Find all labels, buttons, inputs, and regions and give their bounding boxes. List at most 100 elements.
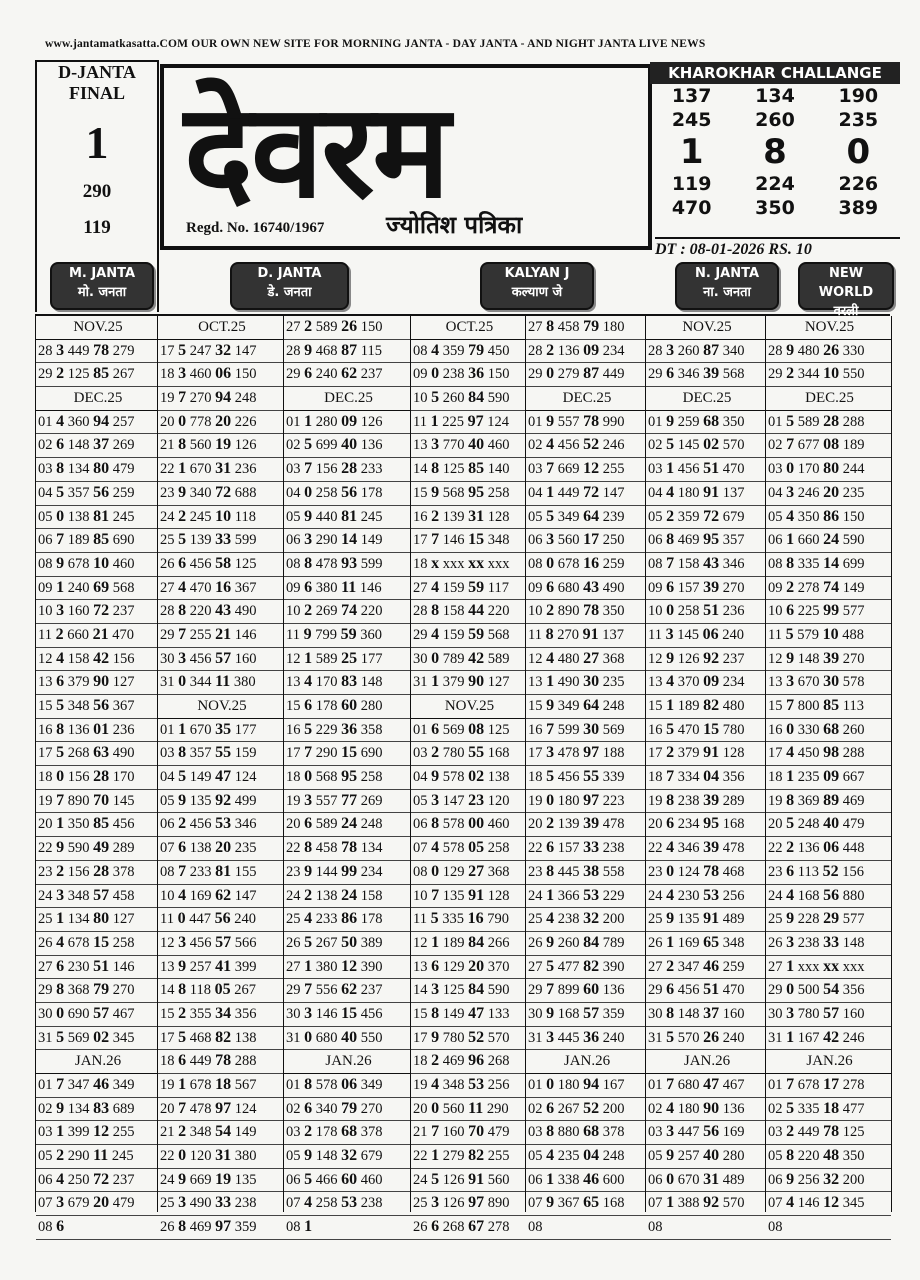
result-row: 06 8 469 95 357 [646, 529, 766, 553]
result-row: 15 9 349 64 248 [526, 695, 646, 719]
market-name-en: D. JANTA [257, 266, 322, 281]
masthead: देवरम Regd. No. 16740/1967 ज्योतिश पत्रि… [160, 64, 652, 250]
result-row: 29 6 240 62 237 [284, 363, 411, 388]
challenge-number: 470 [671, 197, 712, 219]
result-row: 27 4 159 59 117 [411, 577, 526, 601]
result-row: 18 x xxx xx xxx [411, 553, 526, 577]
result-row: 19 7 890 70 145 [36, 790, 158, 814]
challenge-number: 0 [846, 132, 871, 172]
result-row: 03 7 669 12 255 [526, 458, 646, 482]
result-row: 18 7 334 04 356 [646, 766, 766, 790]
challenge-row: 119 224 226 [650, 172, 900, 196]
market-name-en: M. JANTA [68, 266, 136, 281]
result-row: 12 1 189 84 266 [411, 932, 526, 956]
month-header: DEC.25 [646, 387, 766, 411]
result-row: 04 5 149 47 124 [158, 766, 284, 790]
result-row: 17 7 290 15 690 [284, 742, 411, 767]
result-row: 22 1 670 31 236 [158, 458, 284, 482]
result-row: 12 4 158 42 156 [36, 648, 158, 672]
result-row: 17 4 450 98 288 [766, 742, 891, 767]
result-row: 26 4 678 15 258 [36, 932, 158, 956]
result-row: 23 8 445 38 558 [526, 861, 646, 885]
result-row: 19 8 369 89 469 [766, 790, 891, 814]
result-row: 07 3 679 20 479 [36, 1192, 158, 1217]
result-row: 12 3 456 57 566 [158, 932, 284, 956]
result-row: 01 7 678 17 278 [766, 1074, 891, 1098]
month-header: NOV.25 [36, 316, 158, 340]
result-row: 06 8 578 00 460 [411, 813, 526, 838]
result-row: 09 1 240 69 568 [36, 577, 158, 601]
month-header: OCT.25 [411, 316, 526, 340]
market-name-hi: वरली [833, 304, 859, 319]
result-row: 14 8 125 85 140 [411, 458, 526, 482]
result-row: 06 2 456 53 346 [158, 813, 284, 838]
result-row: 12 1 589 25 177 [284, 648, 411, 672]
result-row: 01 5 589 28 288 [766, 411, 891, 435]
result-row: 12 9 148 39 270 [766, 648, 891, 672]
result-column: NOV.25 28 3 449 78 279 29 2 125 85 267 DEC.… [35, 316, 158, 1240]
challenge-row: 137 134 190 [650, 84, 900, 108]
result-row: 08 0 129 27 368 [411, 861, 526, 885]
result-row: 08 [766, 1216, 891, 1240]
result-row: 22 2 136 06 448 [766, 837, 891, 861]
result-row: 29 7 899 60 136 [526, 979, 646, 1003]
result-row: 19 7 270 94 248 [158, 387, 284, 411]
result-row: 19 0 180 97 223 [526, 790, 646, 814]
month-header: JAN.26 [36, 1050, 158, 1074]
result-row: 08 8 478 93 599 [284, 553, 411, 577]
result-row: 26 9 260 84 789 [526, 932, 646, 956]
result-row: 04 3 246 20 235 [766, 482, 891, 506]
result-row: 30 8 148 37 160 [646, 1003, 766, 1027]
result-row: 24 4 230 53 256 [646, 885, 766, 909]
result-row: 08 0 678 16 259 [526, 553, 646, 577]
challenge-row: 1 8 0 [650, 132, 900, 172]
result-row: 27 2 347 46 259 [646, 956, 766, 980]
result-row: 07 9 367 65 168 [526, 1192, 646, 1217]
result-row: 01 9 259 68 350 [646, 411, 766, 435]
result-row: 07 6 138 20 235 [158, 837, 284, 861]
result-row: 03 8 357 55 159 [158, 742, 284, 767]
result-row: 09 6 157 39 270 [646, 577, 766, 601]
result-row: 17 2 379 91 128 [646, 742, 766, 767]
result-row: 10 6 225 99 577 [766, 600, 891, 624]
market-name-hi: ना. जनता [703, 285, 751, 300]
result-row: 18 1 235 09 667 [766, 766, 891, 790]
result-row: 14 8 118 05 267 [158, 979, 284, 1003]
month-header: OCT.25 [158, 316, 284, 340]
result-row: 24 9 669 19 135 [158, 1169, 284, 1193]
result-row: 23 2 156 28 378 [36, 861, 158, 885]
result-row: 22 4 346 39 478 [646, 837, 766, 861]
month-header: NOV.25 [766, 316, 891, 340]
panna: 119 [83, 217, 111, 238]
result-row: 20 6 234 95 168 [646, 813, 766, 838]
result-row: 02 6 340 79 270 [284, 1098, 411, 1122]
result-row: 08 4 359 79 450 [411, 340, 526, 364]
result-row: 18 3 460 06 150 [158, 363, 284, 388]
result-row: 30 3 456 57 160 [158, 648, 284, 672]
result-row: 13 4 370 09 234 [646, 671, 766, 695]
result-row: 03 1 456 51 470 [646, 458, 766, 482]
result-row: 05 8 220 48 350 [766, 1145, 891, 1169]
result-row: 29 4 159 59 568 [411, 624, 526, 648]
result-row: 17 5 268 63 490 [36, 742, 158, 767]
result-row: 24 2 245 10 118 [158, 506, 284, 530]
result-row: 02 9 134 83 689 [36, 1098, 158, 1122]
result-row: 09 0 238 36 150 [411, 363, 526, 388]
result-row: 06 5 466 60 460 [284, 1169, 411, 1193]
result-row: 11 9 799 59 360 [284, 624, 411, 648]
result-row: 22 1 279 82 255 [411, 1145, 526, 1169]
result-row: 17 5 468 82 138 [158, 1027, 284, 1051]
result-row: 29 7 556 62 237 [284, 979, 411, 1003]
result-row: 28 9 468 87 115 [284, 340, 411, 364]
result-row: 10 2 890 78 350 [526, 600, 646, 624]
result-row: 06 4 250 72 237 [36, 1169, 158, 1193]
result-row: 03 2 178 68 378 [284, 1121, 411, 1146]
result-row: 08 6 [36, 1216, 158, 1240]
result-row: 10 7 135 91 128 [411, 885, 526, 909]
result-row: 24 4 168 56 880 [766, 885, 891, 909]
result-row: 05 4 350 86 150 [766, 506, 891, 530]
result-row: 29 6 346 39 568 [646, 363, 766, 388]
result-row: 27 6 230 51 146 [36, 956, 158, 980]
result-row: 31 5 569 02 345 [36, 1027, 158, 1051]
